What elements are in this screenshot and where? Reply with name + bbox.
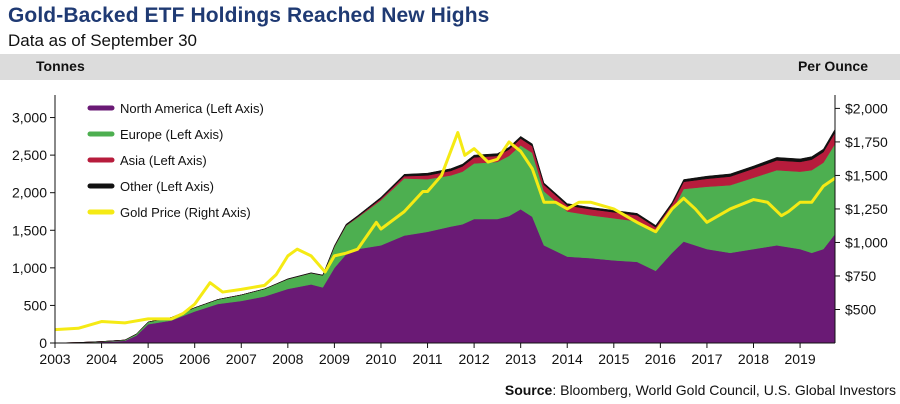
gold-price-line: [54, 131, 836, 332]
x-tick-label: 2016: [645, 351, 676, 367]
y-left-tick-label: 1,500: [12, 222, 47, 238]
legend-label: Other (Left Axis): [120, 179, 214, 194]
source-text: : Bloomberg, World Gold Council, U.S. Gl…: [552, 382, 896, 398]
x-tick-label: 2012: [459, 351, 490, 367]
x-tick-label: 2013: [505, 351, 536, 367]
y-left-tick-label: 0: [39, 335, 47, 351]
source-label: Source: [504, 382, 553, 398]
x-tick-label: 2017: [691, 351, 722, 367]
x-tick-label: 2003: [39, 351, 70, 367]
legend-label: Asia (Left Axis): [120, 153, 207, 168]
chart-title: Gold-Backed ETF Holdings Reached New Hig…: [8, 4, 490, 27]
y-axis-left-label: Tonnes: [36, 58, 85, 74]
gold-price-line-group: [54, 131, 836, 332]
x-tick-label: 2009: [319, 351, 350, 367]
source-note: Source: Bloomberg, World Gold Council, U…: [505, 382, 896, 398]
y-left-tick-label: 3,000: [12, 110, 47, 126]
legend-label: Gold Price (Right Axis): [120, 205, 251, 220]
legend-label: North America (Left Axis): [120, 101, 264, 116]
legend: North America (Left Axis) Europe (Left Ax…: [87, 101, 264, 220]
legend-label: Europe (Left Axis): [120, 127, 223, 142]
axes: 0 500 1,000 1,500 2,000 2,500 3,000 $500 $750 $1,…: [12, 95, 888, 367]
x-tick-label: 2005: [133, 351, 164, 367]
y-right-tick-label: $750: [845, 268, 876, 284]
axis-header-band: [0, 54, 900, 80]
y-axis-right-label: Per Ounce: [797, 58, 868, 74]
x-tick-label: 2007: [226, 351, 257, 367]
x-tick-label: 2006: [179, 351, 210, 367]
x-tick-label: 2014: [552, 351, 583, 367]
y-right-tick-label: $1,250: [845, 201, 888, 217]
y-right-tick-label: $500: [845, 301, 876, 317]
chart-subtitle: Data as of September 30: [8, 31, 198, 50]
y-left-tick-label: 2,000: [12, 185, 47, 201]
x-tick-label: 2010: [365, 351, 396, 367]
x-tick-label: 2011: [412, 351, 442, 367]
y-right-tick-label: $2,000: [845, 100, 888, 116]
x-tick-label: 2019: [784, 351, 815, 367]
y-right-tick-label: $1,750: [845, 134, 888, 150]
x-tick-label: 2004: [86, 351, 117, 367]
x-tick-label: 2018: [738, 351, 769, 367]
y-right-tick-label: $1,000: [845, 234, 888, 250]
y-right-tick-label: $1,500: [845, 167, 888, 183]
y-left-tick-label: 500: [24, 297, 48, 313]
y-left-tick-label: 1,000: [12, 260, 47, 276]
x-tick-label: 2008: [272, 351, 303, 367]
x-tick-label: 2015: [598, 351, 629, 367]
y-left-tick-label: 2,500: [12, 147, 47, 163]
